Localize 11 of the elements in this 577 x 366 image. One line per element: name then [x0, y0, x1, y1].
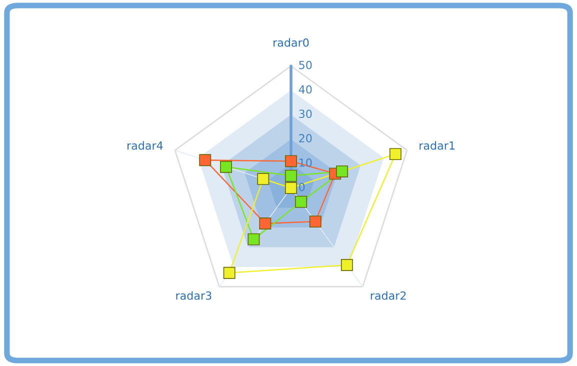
spoke-label: radar4: [128, 141, 163, 150]
spoke-label: radar2: [370, 291, 406, 300]
y-tick-label: 10: [300, 158, 312, 167]
y-tick-label: 30: [299, 110, 312, 118]
spoke-label: radar3: [176, 291, 212, 300]
spoke-label: radar0: [274, 38, 309, 47]
y-tick-label: 50: [299, 60, 312, 70]
y-tick-label: 40: [298, 85, 312, 94]
y-tick-label: 20: [299, 134, 312, 142]
y-tick-label: 0: [299, 182, 305, 192]
spoke-label: radar1: [420, 141, 454, 150]
